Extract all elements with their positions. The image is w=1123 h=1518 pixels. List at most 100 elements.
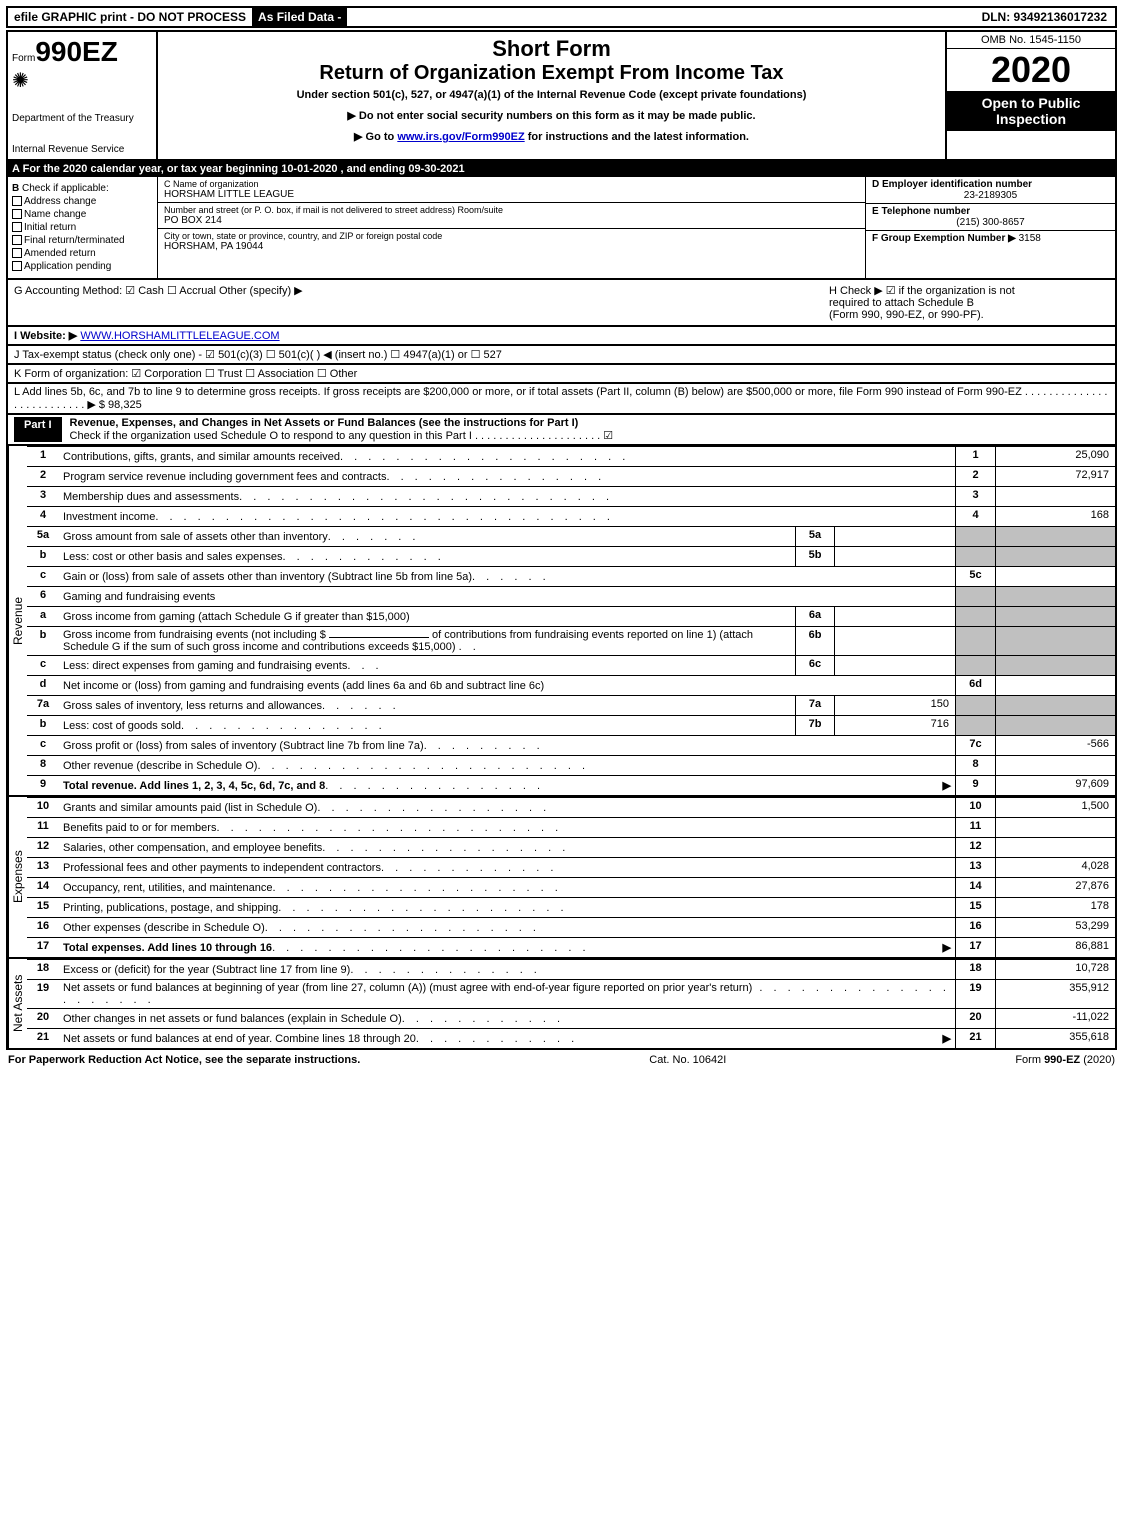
line-15-desc: Printing, publications, postage, and shi… [63, 902, 278, 914]
line-10-val: 1,500 [995, 798, 1115, 817]
line-8-desc: Other revenue (describe in Schedule O) [63, 760, 257, 772]
part-1-title: Revenue, Expenses, and Changes in Net As… [62, 417, 1109, 442]
line-11-desc: Benefits paid to or for members [63, 822, 216, 834]
revenue-section: Revenue 1 Contributions, gifts, grants, … [6, 446, 1117, 797]
checkbox-address-change[interactable] [12, 196, 22, 206]
line-6d: d Net income or (loss) from gaming and f… [27, 675, 1115, 695]
form-prefix: Form [12, 53, 35, 64]
line-16: 16Other expenses (describe in Schedule O… [27, 917, 1115, 937]
checkbox-pending[interactable] [12, 261, 22, 271]
street-value: PO BOX 214 [164, 215, 859, 226]
line-13-val: 4,028 [995, 858, 1115, 877]
line-6a: a Gross income from gaming (attach Sched… [27, 606, 1115, 626]
line-h-1: H Check ▶ ☑ if the organization is not [829, 284, 1109, 297]
line-20: 20Other changes in net assets or fund ba… [27, 1008, 1115, 1028]
line-9-desc: Total revenue. Add lines 1, 2, 3, 4, 5c,… [63, 780, 325, 792]
line-14: 14Occupancy, rent, utilities, and mainte… [27, 877, 1115, 897]
box-b: B Check if applicable: Address change Na… [8, 177, 158, 278]
tax-year: 2020 [947, 49, 1115, 91]
line-4: 4 Investment income . . . . . . . . . . … [27, 506, 1115, 526]
part-1-title-row: Part I Revenue, Expenses, and Changes in… [8, 415, 1115, 444]
line-h-3: (Form 990, 990-EZ, or 990-PF). [829, 309, 1109, 321]
goto-link-row: ▶ Go to www.irs.gov/Form990EZ for instru… [162, 130, 941, 143]
footer-left: For Paperwork Reduction Act Notice, see … [8, 1054, 360, 1066]
line-17-desc: Total expenses. Add lines 10 through 16 [63, 942, 272, 954]
line-17: 17Total expenses. Add lines 10 through 1… [27, 937, 1115, 957]
line-j: J Tax-exempt status (check only one) - ☑… [6, 346, 1117, 365]
line-6a-subval [835, 607, 955, 626]
box-d: D Employer identification number 23-2189… [865, 177, 1115, 278]
line-7b: b Less: cost of goods sold . . . . . . .… [27, 715, 1115, 735]
line-i: I Website: ▶ WWW.HORSHAMLITTLELEAGUE.COM [6, 327, 1117, 346]
box-b-label: Check if applicable: [22, 183, 109, 194]
part-1-check-text: Check if the organization used Schedule … [70, 430, 472, 442]
footer-right: Form 990-EZ (2020) [1015, 1054, 1115, 1066]
org-name: HORSHAM LITTLE LEAGUE [164, 189, 859, 200]
line-15: 15Printing, publications, postage, and s… [27, 897, 1115, 917]
line-g-text: G Accounting Method: ☑ Cash ☐ Accrual Ot… [14, 284, 303, 321]
part-1-check-dots: . . . . . . . . . . . . . . . . . . . . … [475, 430, 613, 442]
line-8: 8 Other revenue (describe in Schedule O)… [27, 755, 1115, 775]
line-7a: 7a Gross sales of inventory, less return… [27, 695, 1115, 715]
expenses-side-label: Expenses [8, 797, 27, 957]
line-11: 11Benefits paid to or for members . . . … [27, 817, 1115, 837]
line-4-desc: Investment income [63, 511, 155, 523]
line-h-2: required to attach Schedule B [829, 297, 1109, 309]
line-9-val: 97,609 [995, 776, 1115, 795]
line-6b-sub: 6b [795, 627, 835, 655]
cb-label-2: Initial return [24, 222, 76, 233]
dln: DLN: 93492136017232 [974, 8, 1115, 26]
ein-row: D Employer identification number 23-2189… [866, 177, 1115, 204]
line-5a: 5a Gross amount from sale of assets othe… [27, 526, 1115, 546]
city-value: HORSHAM, PA 19044 [164, 241, 859, 252]
line-7a-subval: 150 [835, 696, 955, 715]
line-12-val [995, 838, 1115, 857]
line-6a-sub: 6a [795, 607, 835, 626]
line-k: K Form of organization: ☑ Corporation ☐ … [6, 365, 1117, 384]
org-name-row: C Name of organization HORSHAM LITTLE LE… [158, 177, 865, 203]
irs-link[interactable]: www.irs.gov/Form990EZ [397, 131, 524, 143]
line-7b-desc: Less: cost of goods sold [63, 720, 181, 732]
line-14-desc: Occupancy, rent, utilities, and maintena… [63, 882, 273, 894]
checkbox-final-return[interactable] [12, 235, 22, 245]
expenses-lines: 10Grants and similar amounts paid (list … [27, 797, 1115, 957]
line-16-desc: Other expenses (describe in Schedule O) [63, 922, 265, 934]
line-9-arrow: ▶ [943, 779, 951, 792]
line-6d-desc: Net income or (loss) from gaming and fun… [63, 680, 544, 692]
line-18-desc: Excess or (deficit) for the year (Subtra… [63, 964, 350, 976]
dept-treasury: Department of the Treasury [12, 113, 152, 124]
revenue-lines: 1 Contributions, gifts, grants, and simi… [27, 446, 1115, 795]
ein-value: 23-2189305 [872, 190, 1109, 201]
tel-row: E Telephone number (215) 300-8657 [866, 204, 1115, 231]
website-link[interactable]: WWW.HORSHAMLITTLELEAGUE.COM [80, 330, 279, 342]
ein-label: D Employer identification number [872, 179, 1109, 190]
box-c: C Name of organization HORSHAM LITTLE LE… [158, 177, 865, 278]
open-public-badge: Open to Public Inspection [947, 91, 1115, 131]
checkbox-name-change[interactable] [12, 209, 22, 219]
line-6b-subval [835, 627, 955, 655]
line-6b-pre: Gross income from fundraising events (no… [63, 629, 326, 641]
line-6c-subval [835, 656, 955, 675]
header-middle: Short Form Return of Organization Exempt… [158, 32, 945, 159]
part-1-title-text: Revenue, Expenses, and Changes in Net As… [70, 417, 579, 429]
line-19-val: 355,912 [995, 980, 1115, 1008]
line-h: H Check ▶ ☑ if the organization is not r… [829, 284, 1109, 321]
footer-mid: Cat. No. 10642I [649, 1054, 726, 1066]
line-7c-val: -566 [995, 736, 1115, 755]
goto-pre: ▶ Go to [354, 131, 397, 143]
header-right: OMB No. 1545-1150 2020 Open to Public In… [945, 32, 1115, 159]
top-left: efile GRAPHIC print - DO NOT PROCESS As … [8, 8, 347, 26]
line-3-val [995, 487, 1115, 506]
line-5a-subval [835, 527, 955, 546]
line-2: 2 Program service revenue including gove… [27, 466, 1115, 486]
line-17-arrow: ▶ [943, 941, 951, 954]
line-7c-desc: Gross profit or (loss) from sales of inv… [63, 740, 424, 752]
org-name-label: C Name of organization [164, 179, 859, 189]
group-row: F Group Exemption Number ▶ 3158 [866, 231, 1115, 246]
line-16-val: 53,299 [995, 918, 1115, 937]
top-bar: efile GRAPHIC print - DO NOT PROCESS As … [6, 6, 1117, 28]
checkbox-initial-return[interactable] [12, 222, 22, 232]
checkbox-amended[interactable] [12, 248, 22, 258]
line-5b-desc: Less: cost or other basis and sales expe… [63, 551, 283, 563]
city-row: City or town, state or province, country… [158, 229, 865, 254]
